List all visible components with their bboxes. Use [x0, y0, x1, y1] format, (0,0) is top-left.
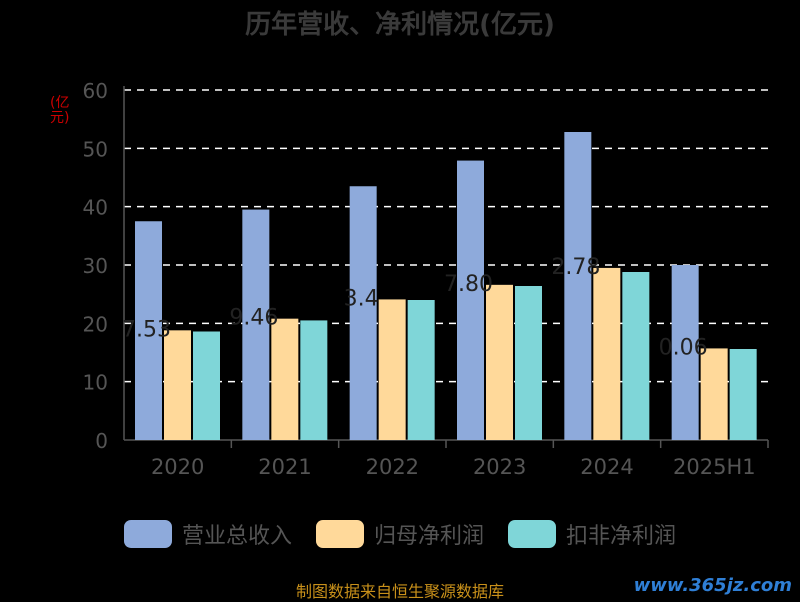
bar-0 — [564, 132, 592, 440]
x-tick-label: 2020 — [151, 455, 204, 479]
legend: 营业总收入 归母净利润 扣非净利润 — [0, 518, 800, 550]
bar-2 — [407, 300, 435, 440]
legend-swatch-net-profit — [315, 520, 364, 548]
bar-2 — [300, 320, 328, 440]
data-label: 3.4 — [344, 286, 379, 311]
legend-item-net-profit[interactable]: 归母净利润 — [315, 518, 484, 550]
legend-label-deducted-profit: 扣非净利润 — [566, 524, 677, 549]
x-tick-label: 2022 — [366, 455, 419, 479]
y-tick-label: 30 — [83, 254, 108, 278]
y-tick-label: 50 — [83, 137, 108, 161]
data-label: 7.53 — [122, 317, 171, 342]
legend-swatch-deducted-profit — [508, 520, 556, 548]
bar-2 — [729, 349, 757, 440]
data-label: 7.80 — [444, 272, 493, 297]
legend-swatch-revenue — [123, 520, 172, 548]
x-tick-label: 2024 — [580, 455, 633, 479]
data-label: 0.06 — [659, 335, 708, 360]
y-tick-label: 20 — [83, 312, 108, 336]
x-tick-label: 2023 — [473, 455, 526, 479]
legend-item-revenue[interactable]: 营业总收入 — [123, 518, 292, 550]
bar-0 — [135, 221, 162, 440]
chart-title: 历年营收、净利情况(亿元) — [245, 10, 555, 40]
bar-1 — [700, 348, 728, 440]
y-tick-label: 0 — [95, 429, 108, 453]
bar-2 — [622, 272, 650, 440]
bar-0 — [349, 186, 377, 440]
bar-1 — [593, 267, 621, 440]
watermark: www.365jz.com — [633, 575, 792, 596]
bar-1 — [164, 330, 191, 440]
bar-0 — [457, 160, 484, 441]
legend-item-deducted-profit[interactable]: 扣非净利润 — [508, 518, 676, 550]
bar-2 — [193, 331, 220, 440]
legend-label-revenue: 营业总收入 — [181, 524, 292, 549]
legend-label-net-profit: 归母净利润 — [373, 524, 484, 549]
data-label: 2.78 — [551, 255, 600, 280]
bar-0 — [242, 209, 270, 440]
x-tick-label: 2025H1 — [673, 455, 756, 479]
bar-1 — [378, 299, 406, 440]
bar-1 — [486, 284, 513, 440]
y-axis-label: (亿元) — [50, 95, 70, 126]
y-tick-label: 60 — [83, 79, 108, 103]
x-tick-label: 2021 — [258, 455, 311, 479]
bar-0 — [671, 265, 699, 440]
y-tick-label: 40 — [83, 196, 108, 220]
bar-1 — [271, 318, 299, 440]
data-label: 9.46 — [229, 306, 278, 331]
y-tick-label: 10 — [83, 371, 108, 395]
bar-2 — [515, 286, 542, 440]
data-source-note: 制图数据来自恒生聚源数据库 — [295, 582, 504, 601]
